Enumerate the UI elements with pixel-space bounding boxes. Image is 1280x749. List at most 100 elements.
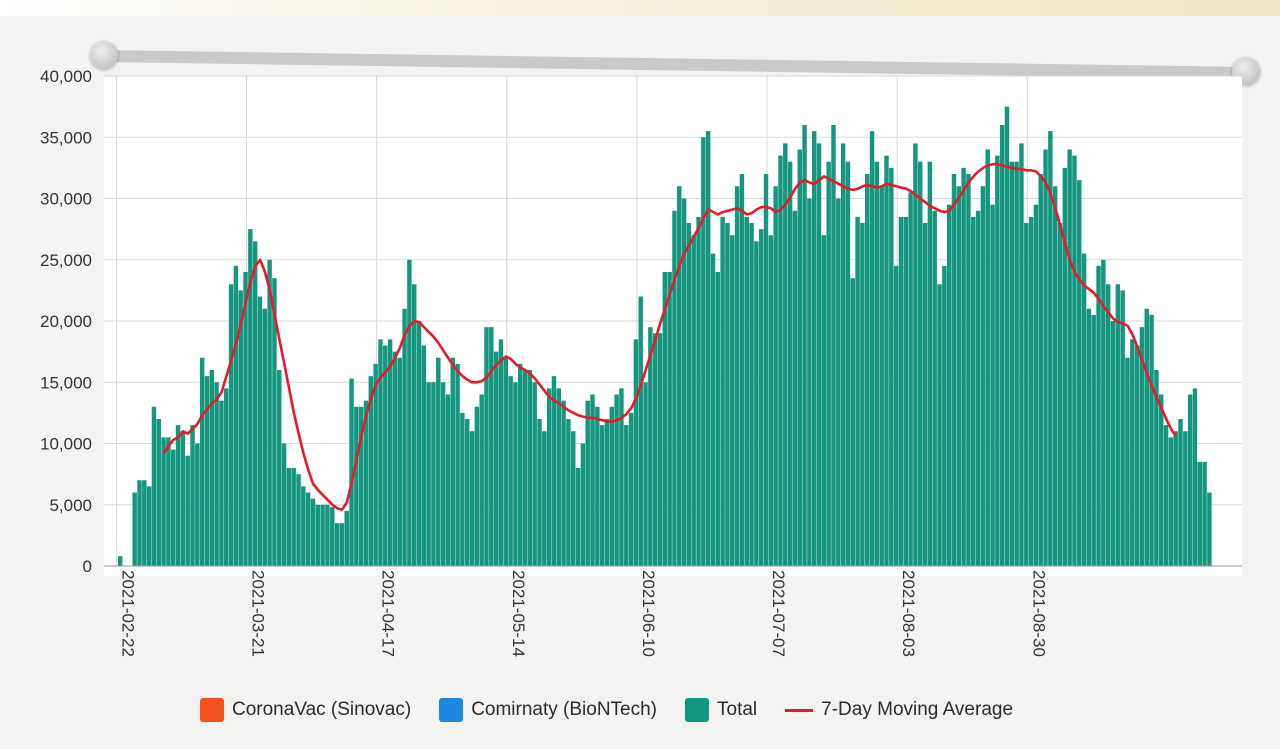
total-bar bbox=[1178, 419, 1183, 566]
total-bar bbox=[1014, 161, 1019, 566]
total-bar bbox=[566, 419, 571, 566]
total-bar bbox=[739, 174, 745, 566]
y-tick-label: 40,000 bbox=[40, 67, 92, 86]
total-bar bbox=[291, 468, 296, 566]
total-bar bbox=[1019, 143, 1024, 566]
total-bar bbox=[599, 425, 605, 566]
total-bar bbox=[267, 259, 272, 566]
total-bar bbox=[648, 327, 653, 566]
total-bar bbox=[392, 351, 398, 566]
total-bar bbox=[383, 345, 388, 566]
total-bar bbox=[927, 161, 933, 566]
total-bar bbox=[966, 174, 971, 566]
total-bar bbox=[479, 394, 484, 566]
top-background-strip bbox=[0, 0, 1280, 16]
total-bar bbox=[1149, 314, 1154, 566]
total-bar bbox=[590, 394, 595, 566]
total-bar bbox=[918, 161, 923, 566]
total-bar bbox=[696, 216, 701, 566]
total-bar bbox=[985, 149, 990, 566]
total-bar bbox=[913, 143, 918, 566]
total-bar bbox=[638, 296, 643, 566]
total-bar bbox=[1168, 437, 1174, 566]
legend-label-total: Total bbox=[717, 699, 758, 720]
legend-swatch-coronavac bbox=[200, 698, 224, 722]
total-bar bbox=[493, 351, 499, 566]
total-bar bbox=[1183, 431, 1188, 566]
total-bar bbox=[1163, 425, 1169, 566]
legend-item-coronavac[interactable]: CoronaVac (Sinovac) bbox=[200, 698, 411, 722]
total-bar bbox=[561, 400, 566, 566]
legend-item-total[interactable]: Total bbox=[685, 698, 757, 722]
total-bar bbox=[301, 486, 306, 566]
total-bar bbox=[166, 437, 171, 566]
total-bar bbox=[604, 419, 610, 566]
total-bar bbox=[411, 284, 417, 566]
legend-item-comirnaty[interactable]: Comirnaty (BioNTech) bbox=[439, 698, 657, 722]
total-bar bbox=[691, 235, 696, 566]
total-bar bbox=[580, 443, 586, 566]
y-tick-label: 20,000 bbox=[40, 312, 92, 331]
legend-swatch-total bbox=[685, 698, 710, 722]
total-bar bbox=[797, 149, 802, 566]
total-bar bbox=[826, 161, 831, 566]
total-bar bbox=[821, 235, 827, 566]
x-tick-label: 2021-08-03 bbox=[899, 570, 918, 657]
total-bar bbox=[426, 382, 431, 566]
total-bar bbox=[1110, 321, 1116, 566]
moving-average-line bbox=[162, 162, 1177, 511]
x-tick-label: 2021-05-14 bbox=[509, 570, 528, 657]
total-bar bbox=[619, 388, 624, 566]
total-bar bbox=[614, 394, 619, 566]
total-bar bbox=[156, 419, 161, 566]
total-bar bbox=[296, 474, 301, 566]
total-bar bbox=[802, 125, 807, 566]
total-bar bbox=[161, 437, 166, 566]
range-slider-start-handle[interactable] bbox=[90, 41, 118, 69]
total-bar bbox=[185, 455, 190, 566]
total-bar bbox=[1086, 308, 1092, 566]
total-bar bbox=[464, 419, 470, 566]
total-bar bbox=[609, 406, 615, 566]
total-bar bbox=[980, 186, 986, 566]
total-bar bbox=[879, 186, 884, 566]
total-bar bbox=[874, 161, 880, 566]
total-bar bbox=[238, 290, 243, 566]
total-bar bbox=[1004, 106, 1010, 566]
total-bar bbox=[151, 406, 157, 566]
total-bar bbox=[387, 339, 393, 566]
total-bar bbox=[701, 137, 706, 566]
total-bar bbox=[1134, 345, 1140, 566]
legend-item-moving-average[interactable]: 7-Day Moving Average bbox=[785, 699, 1013, 721]
total-bar bbox=[1207, 492, 1212, 566]
total-bar bbox=[903, 216, 908, 566]
total-bar bbox=[469, 431, 475, 566]
total-bar bbox=[252, 241, 258, 566]
y-tick-label: 35,000 bbox=[40, 128, 92, 147]
total-bar bbox=[705, 131, 711, 566]
moving-average-line-group bbox=[162, 162, 1177, 511]
total-bar bbox=[180, 431, 186, 566]
total-bar bbox=[349, 378, 354, 566]
total-bar bbox=[407, 259, 412, 566]
legend: CoronaVac (Sinovac) Comirnaty (BioNTech)… bbox=[200, 690, 1100, 730]
total-bar bbox=[990, 204, 995, 566]
total-bar bbox=[175, 425, 181, 566]
total-bar bbox=[262, 308, 268, 566]
total-bar bbox=[1057, 223, 1063, 566]
total-bar bbox=[219, 400, 224, 566]
total-bar bbox=[811, 131, 817, 566]
total-bar bbox=[421, 345, 427, 566]
total-bar bbox=[783, 143, 788, 566]
total-bar bbox=[1043, 149, 1048, 566]
total-bar bbox=[542, 431, 547, 566]
total-bar bbox=[662, 272, 668, 566]
total-bar bbox=[624, 425, 629, 566]
total-bar bbox=[209, 370, 215, 566]
total-bar bbox=[325, 504, 330, 566]
total-bar bbox=[686, 223, 692, 566]
total-bar bbox=[672, 210, 677, 566]
y-tick-label: 25,000 bbox=[40, 251, 92, 270]
total-bar bbox=[1033, 204, 1039, 566]
